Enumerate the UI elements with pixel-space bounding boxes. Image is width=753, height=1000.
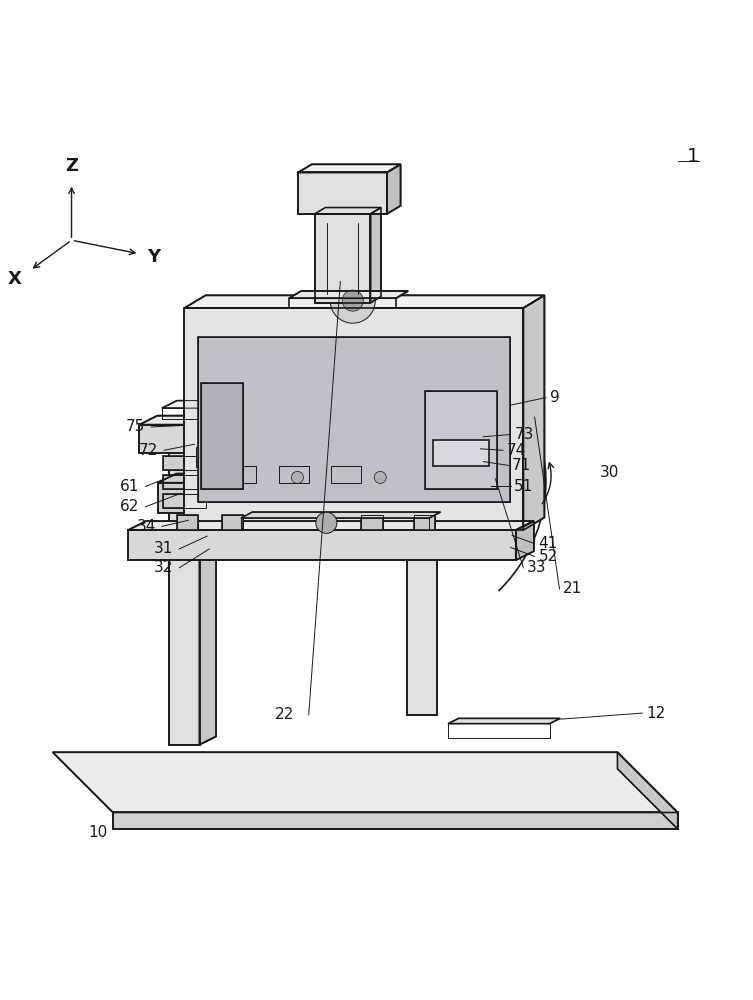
Polygon shape <box>139 416 523 425</box>
Polygon shape <box>163 475 206 489</box>
Polygon shape <box>497 474 515 513</box>
Text: 71: 71 <box>512 458 532 473</box>
Polygon shape <box>128 530 516 560</box>
Polygon shape <box>387 164 401 214</box>
Polygon shape <box>315 214 370 303</box>
Polygon shape <box>407 447 437 715</box>
Text: 62: 62 <box>120 499 139 514</box>
Text: Z: Z <box>65 157 78 175</box>
Text: 51: 51 <box>514 479 534 494</box>
Text: 22: 22 <box>274 707 294 722</box>
Polygon shape <box>505 416 523 453</box>
Polygon shape <box>392 447 414 467</box>
Polygon shape <box>113 812 678 829</box>
Text: 33: 33 <box>527 560 547 575</box>
Polygon shape <box>331 466 361 483</box>
Text: 72: 72 <box>139 443 158 458</box>
Text: 1: 1 <box>687 147 699 166</box>
Polygon shape <box>198 337 510 502</box>
Polygon shape <box>226 466 256 483</box>
Polygon shape <box>184 295 544 308</box>
Polygon shape <box>196 447 218 467</box>
Text: 74: 74 <box>507 443 526 458</box>
Polygon shape <box>279 466 309 483</box>
Text: 30: 30 <box>599 465 619 480</box>
Circle shape <box>427 471 439 483</box>
Circle shape <box>291 471 303 483</box>
Circle shape <box>316 512 337 533</box>
Text: 41: 41 <box>538 536 558 551</box>
Polygon shape <box>177 515 198 530</box>
Polygon shape <box>448 718 560 724</box>
Text: X: X <box>8 270 21 288</box>
Polygon shape <box>241 512 441 518</box>
Circle shape <box>342 290 363 311</box>
Polygon shape <box>414 515 435 530</box>
Polygon shape <box>298 172 387 214</box>
Text: 10: 10 <box>88 825 108 840</box>
Polygon shape <box>158 483 497 513</box>
Polygon shape <box>523 295 544 530</box>
Polygon shape <box>163 456 206 470</box>
Polygon shape <box>222 515 243 530</box>
Polygon shape <box>617 752 678 829</box>
Text: 9: 9 <box>550 390 559 405</box>
Polygon shape <box>162 401 497 408</box>
Polygon shape <box>158 474 515 483</box>
Polygon shape <box>315 208 381 214</box>
Text: 61: 61 <box>120 479 139 494</box>
Text: 12: 12 <box>646 706 666 721</box>
Polygon shape <box>169 451 200 745</box>
Polygon shape <box>139 425 505 453</box>
Polygon shape <box>289 291 408 298</box>
Text: 75: 75 <box>126 419 145 434</box>
Polygon shape <box>298 164 401 172</box>
Polygon shape <box>184 308 523 530</box>
Polygon shape <box>433 440 489 466</box>
Text: Y: Y <box>148 248 160 266</box>
Text: 21: 21 <box>563 581 583 596</box>
Polygon shape <box>128 521 534 530</box>
Text: 34: 34 <box>136 519 156 534</box>
Circle shape <box>367 465 393 490</box>
Circle shape <box>285 465 310 490</box>
Polygon shape <box>361 515 383 530</box>
Polygon shape <box>163 494 206 508</box>
Text: 73: 73 <box>514 427 534 442</box>
Text: 52: 52 <box>538 549 558 564</box>
Circle shape <box>374 471 386 483</box>
Circle shape <box>420 465 446 490</box>
Text: 32: 32 <box>154 560 173 575</box>
Polygon shape <box>316 447 339 467</box>
Polygon shape <box>53 752 678 812</box>
Polygon shape <box>370 208 381 303</box>
Polygon shape <box>200 443 216 745</box>
Circle shape <box>330 278 375 323</box>
Polygon shape <box>201 383 243 489</box>
Polygon shape <box>425 391 497 489</box>
Text: 31: 31 <box>154 541 173 556</box>
Polygon shape <box>516 521 534 560</box>
